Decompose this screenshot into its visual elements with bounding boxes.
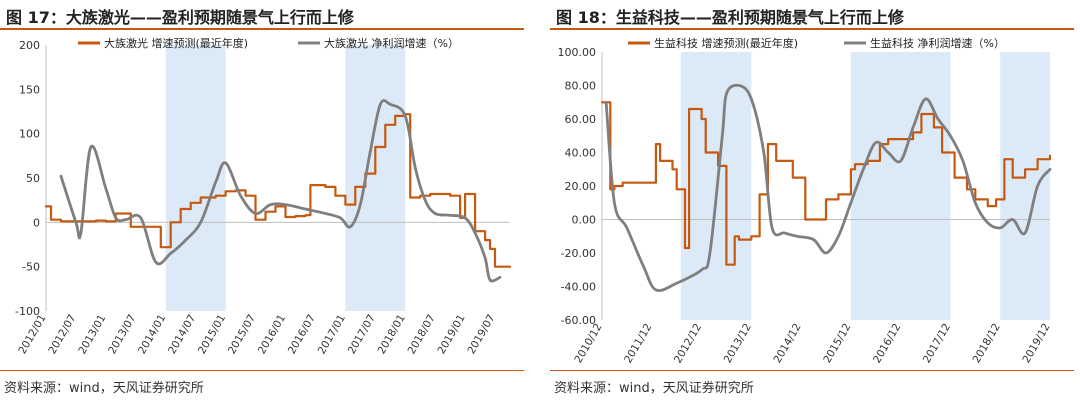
y-tick-label: 100.00 bbox=[558, 46, 597, 59]
chart-panel-left: 图 17：大族激光——盈利预期随景气上行而上修 -100 -50 0 50 100 150… bbox=[0, 0, 530, 402]
line-chart: -60.00 -40.00 -20.00 0.00 20.00 40.00 60.00 80.… bbox=[558, 36, 1053, 366]
x-tick-label: 2016/01 bbox=[256, 313, 288, 357]
x-tick-label: 2019/12 bbox=[1020, 322, 1052, 366]
x-tick-label: 2015/07 bbox=[226, 312, 258, 356]
footer-rule bbox=[550, 370, 1074, 371]
y-tick-label: -50 bbox=[22, 261, 40, 274]
shaded-period-2 bbox=[1000, 52, 1050, 320]
x-tick-label: 2017/01 bbox=[316, 313, 348, 357]
legend-label-1: 生益科技 净利润增速（%） bbox=[870, 36, 1005, 50]
x-tick-label: 2018/01 bbox=[376, 312, 408, 356]
x-tick-label: 2015/12 bbox=[821, 322, 853, 366]
x-tick-label: 2016/07 bbox=[286, 312, 318, 356]
y-tick-label: 0.00 bbox=[572, 214, 597, 227]
source-note: 资料来源：wind，天风证券研究所 bbox=[554, 381, 754, 396]
x-tick-label: 2012/07 bbox=[46, 312, 78, 356]
chart-title: 图 18：生益科技——盈利预期随景气上行而上修 bbox=[556, 8, 904, 27]
chart-panel-right: 图 18：生益科技——盈利预期随景气上行而上修 -60.00 -40.00 -20.… bbox=[550, 0, 1080, 402]
series-line-0 bbox=[44, 113, 512, 268]
y-tick-label: 100 bbox=[19, 128, 40, 141]
x-tick-label: 2014/12 bbox=[771, 321, 803, 365]
x-tick-label: 2010/12 bbox=[572, 322, 604, 366]
y-tick-label: 200 bbox=[19, 39, 40, 52]
y-tick-label: 50 bbox=[26, 172, 40, 185]
x-tick-label: 2014/07 bbox=[166, 313, 198, 357]
x-tick-label: 2013/01 bbox=[76, 313, 108, 357]
x-tick-label: 2018/12 bbox=[971, 321, 1003, 365]
series-line-0 bbox=[600, 101, 1052, 266]
shaded-period-0 bbox=[165, 45, 226, 311]
legend-label-0: 生益科技 增速预测(最近年度) bbox=[654, 36, 798, 50]
y-tick-label: -100 bbox=[15, 305, 40, 318]
x-tick-label: 2014/01 bbox=[136, 312, 168, 356]
footer-rule bbox=[0, 370, 524, 371]
y-tick-label: -20.00 bbox=[561, 247, 596, 260]
x-tick-label: 2013/07 bbox=[106, 312, 138, 356]
x-tick-label: 2012/01 bbox=[16, 313, 48, 357]
title-rule bbox=[0, 28, 524, 30]
y-tick-label: 150 bbox=[19, 83, 40, 96]
x-tick-label: 2011/12 bbox=[622, 322, 654, 366]
shaded-period-1 bbox=[345, 45, 406, 311]
y-tick-label: 20.00 bbox=[565, 180, 597, 193]
y-tick-label: 0 bbox=[33, 216, 40, 229]
x-tick-label: 2018/07 bbox=[406, 313, 438, 357]
legend-label-1: 大族激光 净利润增速（%） bbox=[324, 36, 459, 50]
x-tick-label: 2012/12 bbox=[672, 322, 704, 366]
series-line-1 bbox=[604, 83, 1052, 292]
y-tick-label: 60.00 bbox=[565, 113, 597, 126]
title-rule bbox=[550, 28, 1074, 30]
y-tick-label: -40.00 bbox=[561, 281, 596, 294]
x-tick-label: 2016/12 bbox=[871, 322, 903, 366]
chart-title: 图 17：大族激光——盈利预期随景气上行而上修 bbox=[6, 8, 354, 27]
x-tick-label: 2015/01 bbox=[196, 312, 228, 356]
y-tick-label: -60.00 bbox=[561, 314, 596, 327]
series-line-1 bbox=[59, 99, 502, 283]
x-tick-label: 2019/07 bbox=[465, 312, 497, 356]
legend-label-0: 大族激光 增速预测(最近年度) bbox=[104, 36, 248, 50]
shaded-period-1 bbox=[850, 52, 951, 320]
x-tick-label: 2017/07 bbox=[346, 313, 378, 357]
x-tick-label: 2013/12 bbox=[722, 321, 754, 365]
source-note: 资料来源：wind，天风证券研究所 bbox=[4, 381, 204, 396]
x-tick-label: 2017/12 bbox=[921, 321, 953, 365]
x-tick-label: 2019/01 bbox=[435, 313, 467, 357]
y-tick-label: 40.00 bbox=[565, 147, 597, 160]
y-tick-label: 80.00 bbox=[565, 80, 597, 93]
line-chart: -100 -50 0 50 100 150 200 2012/012012/072013/01… bbox=[15, 36, 512, 357]
